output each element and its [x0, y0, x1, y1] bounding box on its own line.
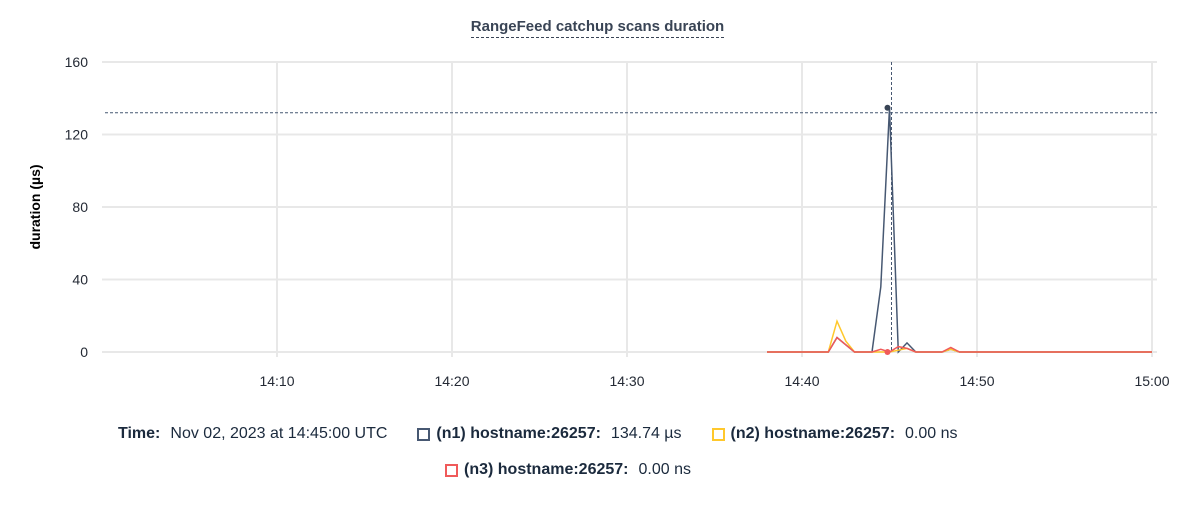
y-tick-label: 80 — [72, 199, 88, 215]
legend-value-n2: 0.00 ns — [905, 425, 958, 442]
y-tick-label: 160 — [65, 54, 89, 70]
legend-swatch-n2 — [711, 427, 725, 441]
y-tick-label: 120 — [65, 127, 89, 143]
series-line-n3 — [767, 336, 1152, 353]
hover-point-n1 — [884, 104, 891, 111]
time-label: Time: — [118, 425, 161, 442]
y-tick-label: 40 — [72, 272, 88, 288]
x-tick-label: 14:50 — [959, 373, 994, 389]
grid — [102, 61, 1157, 357]
series-line-n2 — [767, 318, 1152, 353]
legend-label-n1: (n1) hostname:26257: — [436, 425, 601, 442]
legend-swatch-n1 — [417, 427, 431, 441]
y-axis-label: duration (µs) — [27, 164, 43, 249]
hover-point-n3 — [884, 349, 891, 355]
legend-label-n2: (n2) hostname:26257: — [730, 425, 896, 442]
hover-crosshair — [105, 62, 1157, 355]
series-lines — [767, 107, 1152, 354]
legend-value-n1: 134.74 µs — [610, 425, 682, 442]
time-value: Nov 02, 2023 at 14:45:00 UTC — [170, 425, 388, 442]
legend-row-2: (n3) hostname:26257: 0.00 ns — [445, 461, 691, 479]
x-tick-label: 14:20 — [434, 373, 469, 389]
line-chart[interactable]: 0 40 80 120 160 14:10 14:20 14:30 14:40 14:50 15:0… — [0, 0, 1195, 400]
x-tick-label: 15:00 — [1134, 373, 1169, 389]
legend-label-n3: (n3) hostname:26257: — [464, 461, 629, 478]
x-tick-label: 14:40 — [784, 373, 819, 389]
axes: 0 40 80 120 160 14:10 14:20 14:30 14:40 14:50 15:0… — [65, 54, 1170, 389]
legend-value-n3: 0.00 ns — [638, 461, 691, 478]
y-tick-label: 0 — [80, 344, 88, 360]
chart-title-text: RangeFeed catchup scans duration — [470, 18, 725, 38]
x-tick-label: 14:30 — [609, 373, 644, 389]
chart-title: RangeFeed catchup scans duration — [0, 18, 1195, 38]
legend-swatch-n3 — [445, 463, 458, 477]
series-line-n1 — [767, 107, 1152, 354]
x-tick-label: 14:10 — [259, 373, 294, 389]
legend-row-1: Time: Nov 02, 2023 at 14:45:00 UTC (n1) … — [118, 425, 958, 443]
